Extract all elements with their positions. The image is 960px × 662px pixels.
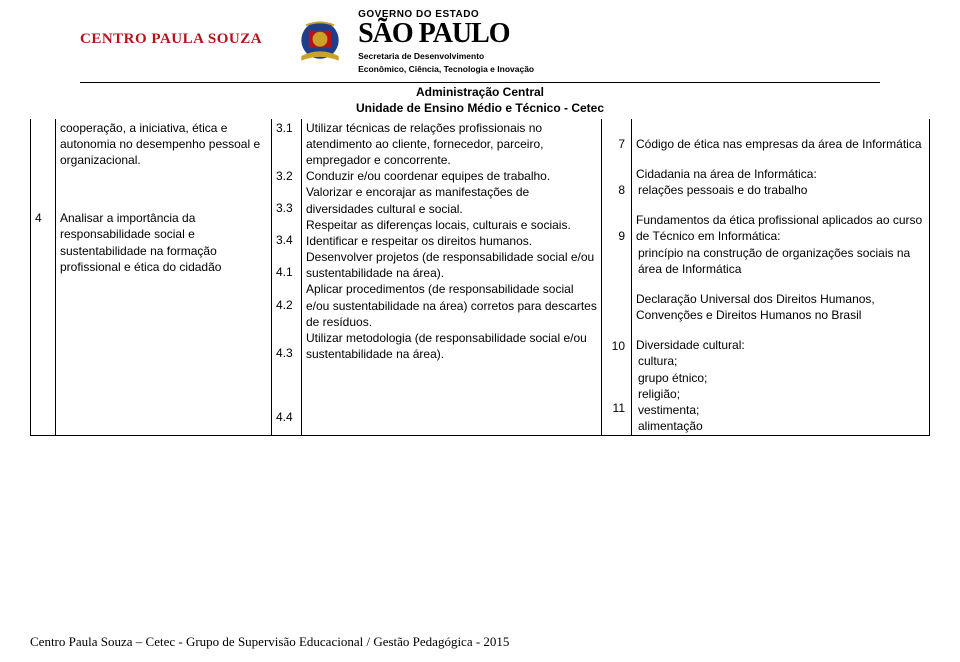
subheader: Administração Central Unidade de Ensino … — [0, 85, 960, 116]
spacer — [636, 323, 925, 337]
cell-num: 3.4 — [276, 232, 297, 248]
spacer — [60, 168, 267, 210]
cell-text: Fundamentos da ética profissional aplica… — [636, 212, 925, 244]
cell-num: 4.2 — [276, 297, 297, 313]
cell-num: 4.1 — [276, 264, 297, 280]
cell-num: 3.1 — [276, 120, 297, 136]
cell-text: Respeitar as diferenças locais, culturai… — [306, 217, 597, 233]
cell-num: 4.3 — [276, 345, 297, 361]
spacer — [606, 120, 625, 136]
sp-emblem-icon — [292, 14, 348, 70]
spacer — [276, 248, 297, 264]
cell-text: Cidadania na área de Informática: — [636, 166, 925, 182]
cell-num: 7 — [606, 136, 625, 152]
cell-num: 10 — [606, 338, 625, 354]
spacer — [276, 313, 297, 345]
cell-text: Utilizar metodologia (de responsabilidad… — [306, 330, 597, 362]
cell-text: Aplicar procedimentos (de responsabilida… — [306, 281, 597, 330]
cell-text: relações pessoais e do trabalho — [636, 182, 925, 198]
cell-text: Identificar e respeitar os direitos huma… — [306, 233, 597, 249]
spacer — [636, 120, 925, 136]
cell-num: 4 — [35, 210, 51, 226]
cell-num: 3.2 — [276, 168, 297, 184]
cell-text: grupo étnico; — [636, 370, 925, 386]
cps-logo: CENTRO PAULA SOUZA — [80, 30, 262, 48]
page-header: CENTRO PAULA SOUZA GOVERNO DO ESTADO SÃO… — [0, 0, 960, 74]
spacer — [276, 216, 297, 232]
cell-num: 9 — [606, 228, 625, 244]
sao-paulo-title: SÃO PAULO — [358, 20, 534, 48]
cell-text: vestimenta; — [636, 402, 925, 418]
spacer — [636, 277, 925, 291]
col3-text: Código de ética nas empresas da área de … — [632, 119, 930, 437]
spacer — [276, 136, 297, 168]
cell-text: Analisar a importância da responsabilida… — [60, 210, 267, 275]
col1-text: cooperação, a iniciativa, ética e autono… — [56, 119, 272, 437]
secretaria-line-1: Secretaria de Desenvolvimento — [358, 51, 534, 61]
cell-text: Utilizar técnicas de relações profission… — [306, 120, 597, 169]
cell-num: 3.3 — [276, 200, 297, 216]
cell-text: Valorizar e encorajar as manifestações d… — [306, 184, 597, 216]
cell-num: 4.4 — [276, 409, 297, 425]
cell-num: 11 — [606, 400, 625, 416]
cell-text: princípio na construção de organizações … — [636, 245, 925, 277]
col1-num: 4 — [30, 119, 56, 437]
curriculum-grid: 4 cooperação, a iniciativa, ética e auto… — [30, 119, 930, 437]
subheader-line-2: Unidade de Ensino Médio e Técnico - Cete… — [0, 101, 960, 117]
cell-text: Declaração Universal dos Direitos Humano… — [636, 291, 925, 323]
subheader-line-1: Administração Central — [0, 85, 960, 101]
cell-text: Desenvolver projetos (de responsabilidad… — [306, 249, 597, 281]
spacer — [276, 281, 297, 297]
cell-text: Diversidade cultural: — [636, 337, 925, 353]
page-footer: Centro Paula Souza – Cetec - Grupo de Su… — [30, 634, 509, 650]
spacer — [606, 152, 625, 182]
cps-text: CENTRO PAULA SOUZA — [80, 30, 262, 48]
cell-text: alimentação — [636, 418, 925, 434]
col3-num: 7 8 9 10 11 — [602, 119, 632, 437]
spacer — [276, 361, 297, 409]
cell-text: religião; — [636, 386, 925, 402]
spacer — [35, 168, 51, 210]
spacer — [636, 152, 925, 166]
sp-gov-logo: GOVERNO DO ESTADO SÃO PAULO Secretaria d… — [292, 10, 534, 74]
divider — [80, 82, 880, 83]
spacer — [35, 120, 51, 168]
cell-text: cultura; — [636, 353, 925, 369]
cell-text: Conduzir e/ou coordenar equipes de traba… — [306, 168, 597, 184]
spacer — [606, 244, 625, 338]
cell-num: 8 — [606, 182, 625, 198]
spacer — [636, 198, 925, 212]
secretaria-line-2: Econômico, Ciência, Tecnologia e Inovaçã… — [358, 64, 534, 74]
cps-name: CENTRO PAULA SOUZA — [80, 31, 262, 47]
col2-text: Utilizar técnicas de relações profission… — [302, 119, 602, 437]
spacer — [276, 184, 297, 200]
cell-text: Código de ética nas empresas da área de … — [636, 136, 925, 152]
sp-text-block: GOVERNO DO ESTADO SÃO PAULO Secretaria d… — [358, 10, 534, 74]
cell-text: cooperação, a iniciativa, ética e autono… — [60, 120, 267, 169]
spacer — [606, 354, 625, 400]
col2-num: 3.1 3.2 3.3 3.4 4.1 4.2 4.3 4.4 — [272, 119, 302, 437]
spacer — [606, 198, 625, 228]
